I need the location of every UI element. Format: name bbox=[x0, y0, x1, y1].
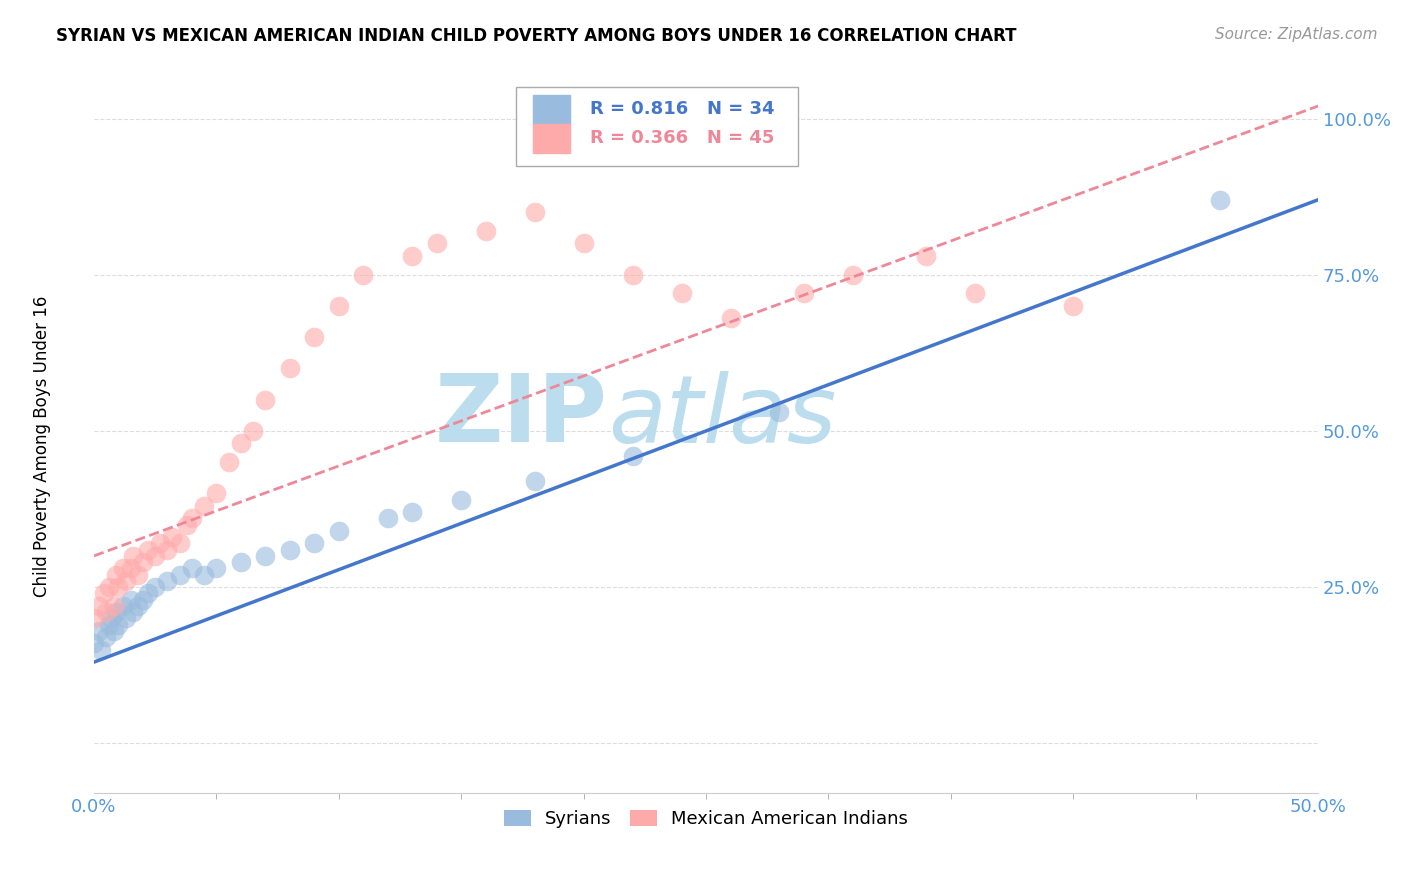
FancyBboxPatch shape bbox=[533, 95, 571, 124]
Point bbox=[143, 549, 166, 563]
Point bbox=[352, 268, 374, 282]
Point bbox=[156, 542, 179, 557]
Point bbox=[162, 530, 184, 544]
Point bbox=[193, 499, 215, 513]
Point bbox=[114, 611, 136, 625]
Point bbox=[915, 249, 938, 263]
Point bbox=[143, 580, 166, 594]
Point bbox=[169, 567, 191, 582]
Point bbox=[114, 574, 136, 588]
FancyBboxPatch shape bbox=[533, 124, 571, 153]
Point bbox=[180, 511, 202, 525]
Point bbox=[1209, 193, 1232, 207]
Point bbox=[100, 611, 122, 625]
Point bbox=[122, 549, 145, 563]
Point bbox=[229, 555, 252, 569]
Point bbox=[97, 580, 120, 594]
Point bbox=[122, 605, 145, 619]
Point bbox=[107, 617, 129, 632]
Point bbox=[621, 268, 644, 282]
Point bbox=[523, 474, 546, 488]
Point bbox=[523, 205, 546, 219]
Point bbox=[176, 517, 198, 532]
Point bbox=[104, 567, 127, 582]
Point bbox=[127, 599, 149, 613]
Legend: Syrians, Mexican American Indians: Syrians, Mexican American Indians bbox=[496, 802, 915, 835]
Text: Child Poverty Among Boys Under 16: Child Poverty Among Boys Under 16 bbox=[34, 295, 51, 597]
Point bbox=[965, 286, 987, 301]
Point bbox=[205, 486, 228, 500]
Point bbox=[136, 586, 159, 600]
Point bbox=[278, 361, 301, 376]
Point bbox=[426, 236, 449, 251]
Point bbox=[401, 505, 423, 519]
Text: SYRIAN VS MEXICAN AMERICAN INDIAN CHILD POVERTY AMONG BOYS UNDER 16 CORRELATION : SYRIAN VS MEXICAN AMERICAN INDIAN CHILD … bbox=[56, 27, 1017, 45]
Point bbox=[83, 611, 105, 625]
Text: ZIP: ZIP bbox=[436, 370, 609, 462]
Text: R = 0.366   N = 45: R = 0.366 N = 45 bbox=[589, 129, 775, 147]
Point bbox=[671, 286, 693, 301]
Point bbox=[127, 567, 149, 582]
Point bbox=[120, 592, 142, 607]
Point bbox=[112, 561, 135, 575]
Point bbox=[218, 455, 240, 469]
Point bbox=[768, 405, 790, 419]
Text: atlas: atlas bbox=[609, 371, 837, 462]
Point bbox=[149, 536, 172, 550]
Point bbox=[842, 268, 865, 282]
Point bbox=[229, 436, 252, 450]
Point bbox=[474, 224, 496, 238]
Point bbox=[205, 561, 228, 575]
Text: Source: ZipAtlas.com: Source: ZipAtlas.com bbox=[1215, 27, 1378, 42]
Point bbox=[97, 617, 120, 632]
Point bbox=[180, 561, 202, 575]
Point bbox=[572, 236, 595, 251]
Point bbox=[793, 286, 815, 301]
Point bbox=[328, 524, 350, 538]
Point bbox=[193, 567, 215, 582]
Point bbox=[328, 299, 350, 313]
Point bbox=[90, 642, 112, 657]
FancyBboxPatch shape bbox=[516, 87, 797, 167]
Point bbox=[304, 330, 326, 344]
Point bbox=[254, 392, 277, 407]
Point bbox=[278, 542, 301, 557]
Point bbox=[156, 574, 179, 588]
Point bbox=[93, 586, 115, 600]
Point bbox=[112, 599, 135, 613]
Point bbox=[104, 605, 127, 619]
Point bbox=[103, 599, 125, 613]
Point bbox=[83, 636, 105, 650]
Point bbox=[1062, 299, 1084, 313]
Point bbox=[120, 561, 142, 575]
Text: R = 0.816   N = 34: R = 0.816 N = 34 bbox=[589, 100, 775, 118]
Point bbox=[107, 580, 129, 594]
Point bbox=[621, 449, 644, 463]
Point bbox=[96, 605, 118, 619]
Point bbox=[377, 511, 399, 525]
Point bbox=[96, 630, 118, 644]
Point bbox=[169, 536, 191, 550]
Point bbox=[450, 492, 472, 507]
Point bbox=[304, 536, 326, 550]
Point bbox=[132, 592, 155, 607]
Point bbox=[87, 599, 110, 613]
Point bbox=[87, 624, 110, 638]
Point bbox=[242, 424, 264, 438]
Point bbox=[254, 549, 277, 563]
Point bbox=[103, 624, 125, 638]
Point bbox=[401, 249, 423, 263]
Point bbox=[132, 555, 155, 569]
Point bbox=[136, 542, 159, 557]
Point bbox=[720, 311, 742, 326]
